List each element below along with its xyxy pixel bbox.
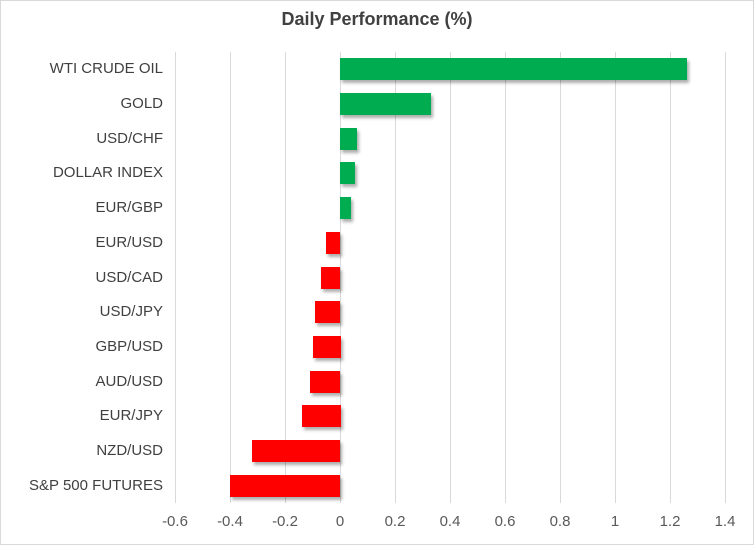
gridline-0 — [340, 52, 341, 503]
bar-eur-jpy — [302, 405, 341, 427]
bar-aud-usd — [310, 371, 340, 393]
category-label: DOLLAR INDEX — [52, 164, 163, 181]
gridline-0.8 — [560, 52, 561, 503]
bar-usd-jpy — [315, 301, 340, 323]
x-tick-label: 1.2 — [659, 513, 681, 530]
x-tick-label: 0.2 — [384, 513, 406, 530]
chart-title: Daily Performance (%) — [281, 9, 473, 29]
category-label: GBP/USD — [95, 338, 163, 355]
x-tick-label: 0.8 — [549, 513, 571, 530]
bar-wti-crude-oil — [340, 58, 687, 80]
gridline-1.2 — [670, 52, 671, 503]
x-tick-label: -0.2 — [272, 513, 298, 530]
gridline-0.2 — [395, 52, 396, 503]
gridline-0.4 — [450, 52, 451, 503]
x-tick-label: 0 — [335, 513, 345, 530]
bar-nzd-usd — [252, 440, 340, 462]
category-label: AUD/USD — [95, 373, 163, 390]
category-label: S&P 500 FUTURES — [29, 477, 163, 494]
gridline-0.6 — [505, 52, 506, 503]
bar-usd-chf — [340, 128, 357, 150]
gridline--0.4 — [230, 52, 231, 503]
gridline--0.6 — [175, 52, 176, 503]
category-label: EUR/USD — [95, 234, 163, 251]
category-label: USD/CAD — [95, 269, 163, 286]
bar-dollar-index — [340, 162, 355, 184]
category-label: WTI CRUDE OIL — [49, 60, 163, 77]
bar-s-p-500-futures — [230, 475, 340, 497]
category-label: NZD/USD — [96, 442, 163, 459]
category-label: EUR/JPY — [99, 407, 163, 424]
category-label: EUR/GBP — [95, 199, 163, 216]
gridline-1.4 — [725, 52, 726, 503]
bar-eur-usd — [326, 232, 340, 254]
category-label: USD/JPY — [99, 303, 163, 320]
x-tick-label: -0.4 — [217, 513, 243, 530]
bar-gbp-usd — [313, 336, 341, 358]
x-tick-label: 1.4 — [714, 513, 736, 530]
gridline-1 — [615, 52, 616, 503]
x-tick-label: 1 — [610, 513, 620, 530]
category-label: USD/CHF — [96, 130, 163, 147]
x-tick-label: 0.4 — [439, 513, 461, 530]
bar-usd-cad — [321, 267, 340, 289]
category-label: GOLD — [120, 95, 163, 112]
x-tick-label: 0.6 — [494, 513, 516, 530]
x-tick-label: -0.6 — [162, 513, 188, 530]
gridline--0.2 — [285, 52, 286, 503]
bar-gold — [340, 93, 431, 115]
bar-eur-gbp — [340, 197, 351, 219]
